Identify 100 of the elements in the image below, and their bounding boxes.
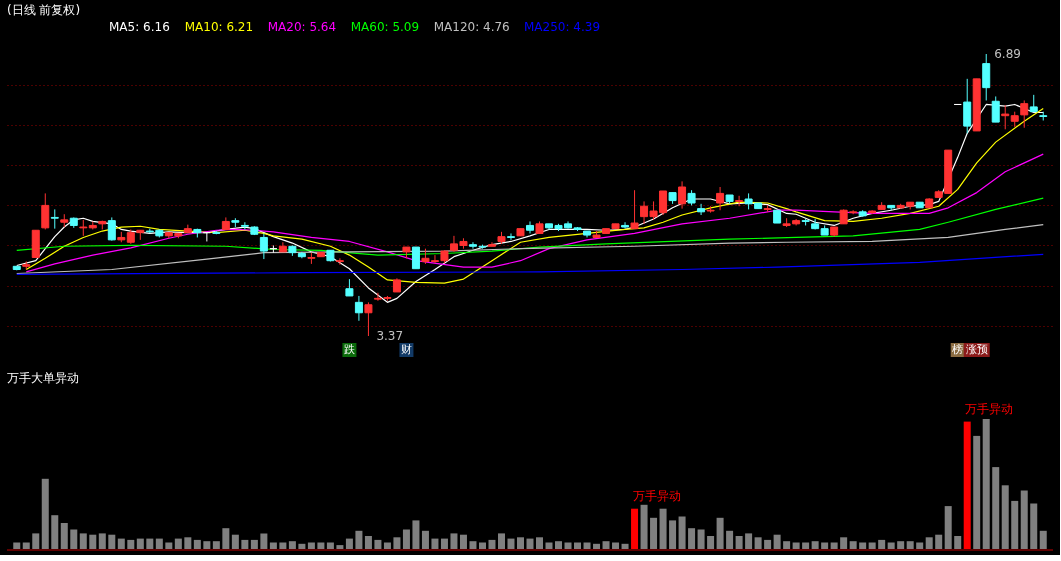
bar bbox=[326, 542, 334, 549]
bar bbox=[593, 543, 601, 549]
bar bbox=[612, 542, 620, 549]
bar bbox=[459, 534, 467, 549]
bar bbox=[412, 520, 420, 549]
text: 跌 bbox=[343, 343, 355, 356]
bar bbox=[374, 539, 382, 549]
bar bbox=[136, 538, 144, 549]
bar bbox=[22, 542, 30, 549]
text: MA250: 4.39 bbox=[524, 20, 601, 34]
bar bbox=[650, 517, 658, 549]
bar bbox=[954, 536, 962, 549]
bar bbox=[13, 542, 21, 549]
bar bbox=[916, 542, 924, 549]
candlestick bbox=[411, 246, 420, 270]
candlestick bbox=[991, 95, 1000, 123]
bar bbox=[536, 537, 543, 549]
bar bbox=[231, 534, 239, 549]
bar bbox=[631, 508, 639, 549]
bar bbox=[688, 528, 696, 549]
bar bbox=[32, 533, 40, 549]
bar bbox=[193, 539, 201, 549]
bar bbox=[450, 533, 458, 549]
bar bbox=[298, 543, 306, 549]
candlestick bbox=[364, 301, 373, 337]
bar bbox=[830, 542, 838, 549]
bar bbox=[792, 542, 800, 549]
bar bbox=[564, 542, 572, 549]
bar bbox=[678, 516, 686, 549]
bar bbox=[402, 529, 410, 549]
bar bbox=[488, 539, 496, 549]
bar bbox=[764, 539, 772, 549]
candlestick bbox=[716, 186, 725, 211]
bar bbox=[421, 530, 429, 549]
bar bbox=[174, 538, 182, 549]
bar bbox=[117, 538, 125, 549]
bar bbox=[212, 541, 220, 549]
bar bbox=[754, 537, 762, 549]
bar bbox=[41, 478, 49, 549]
bar bbox=[887, 542, 895, 549]
bar bbox=[307, 542, 315, 549]
annotation: 万手异动 bbox=[965, 401, 1014, 416]
bar bbox=[345, 538, 353, 549]
chart-title: (日线 前复权) bbox=[7, 3, 81, 17]
candlestick bbox=[107, 216, 116, 242]
bar bbox=[70, 529, 78, 549]
chart-title: 万手大单异动 bbox=[6, 371, 79, 385]
bar bbox=[935, 534, 943, 549]
text: 财 bbox=[400, 343, 412, 356]
bar bbox=[250, 539, 258, 549]
bar bbox=[840, 537, 848, 549]
bar bbox=[925, 537, 933, 549]
bar bbox=[1020, 490, 1028, 549]
bar bbox=[716, 517, 724, 549]
bar bbox=[89, 534, 97, 549]
bar bbox=[849, 541, 857, 549]
candlestick bbox=[697, 203, 706, 216]
bar bbox=[98, 533, 106, 549]
bar bbox=[811, 541, 819, 549]
bar bbox=[783, 541, 791, 549]
candlestick bbox=[354, 295, 363, 322]
bar bbox=[602, 541, 610, 549]
bar bbox=[878, 539, 886, 549]
candlestick bbox=[506, 232, 515, 241]
candlestick bbox=[678, 180, 687, 210]
bar bbox=[897, 541, 905, 549]
candlestick bbox=[50, 208, 59, 230]
bar bbox=[773, 534, 781, 549]
candlestick bbox=[487, 241, 496, 247]
text: MA5: 6.16 bbox=[109, 20, 170, 34]
text: 涨预 bbox=[965, 343, 988, 356]
bar bbox=[555, 541, 563, 549]
bar bbox=[241, 539, 249, 549]
text: MA10: 6.21 bbox=[184, 20, 254, 34]
bar bbox=[279, 542, 287, 549]
candlestick bbox=[526, 220, 534, 234]
bar bbox=[355, 530, 363, 549]
bar bbox=[669, 520, 677, 549]
bar bbox=[431, 538, 439, 549]
bar bbox=[735, 536, 743, 549]
bar bbox=[583, 542, 591, 549]
bar bbox=[906, 541, 914, 549]
bar bbox=[336, 545, 344, 549]
bar bbox=[184, 537, 192, 549]
bar bbox=[1001, 485, 1009, 549]
bar bbox=[127, 539, 135, 549]
annotation: 万手异动 bbox=[632, 488, 681, 503]
bar bbox=[222, 528, 230, 549]
bar bbox=[859, 542, 867, 549]
bar bbox=[1011, 500, 1019, 549]
bar bbox=[478, 542, 486, 549]
bar bbox=[440, 538, 448, 549]
bar bbox=[203, 541, 211, 549]
bar bbox=[545, 542, 553, 549]
bar bbox=[640, 504, 648, 549]
candlestick bbox=[335, 257, 344, 266]
bar bbox=[726, 530, 734, 549]
candlestick bbox=[735, 195, 744, 207]
bar bbox=[868, 542, 876, 549]
bar bbox=[1039, 530, 1047, 549]
